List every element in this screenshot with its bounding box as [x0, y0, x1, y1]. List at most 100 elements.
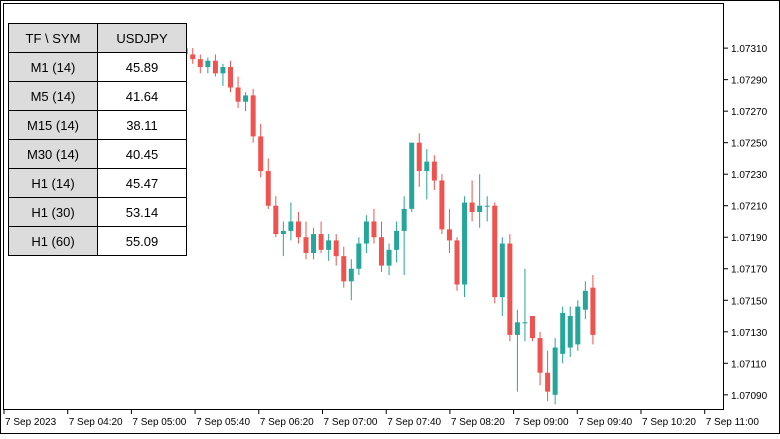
- candle-body: [371, 221, 377, 238]
- candle: [462, 196, 468, 298]
- candle-body: [265, 171, 271, 206]
- rsi-table-row: M15 (14) 38.11: [8, 110, 187, 140]
- candle-body: [446, 229, 452, 241]
- timeframe-cell: M15 (14): [8, 110, 98, 140]
- candle: [333, 234, 339, 266]
- candle: [499, 237, 505, 317]
- candle: [409, 142, 415, 213]
- candle-body: [409, 142, 415, 209]
- time-tick-label: 7 Sep 09:40: [578, 417, 632, 428]
- rsi-table: TF \ SYM USDJPY M1 (14) 45.89 M5 (14) 41…: [8, 23, 187, 256]
- candle: [205, 57, 211, 74]
- candle: [560, 306, 566, 364]
- rsi-table-row: H1 (60) 55.09: [8, 226, 187, 256]
- candle: [235, 76, 241, 109]
- candle: [552, 338, 558, 405]
- candle: [197, 54, 203, 74]
- candle: [431, 155, 437, 190]
- price-tick-label: 1.07210: [731, 202, 768, 213]
- time-axis: 7 Sep 2023 7 Sep 04:20 7 Sep 05:00 7 Sep 05…: [3, 409, 759, 428]
- candle-body: [575, 306, 581, 345]
- candle: [575, 300, 581, 351]
- candle-body: [318, 234, 324, 250]
- candle-body: [356, 243, 362, 269]
- candle: [341, 246, 347, 288]
- rsi-table-row: H1 (30) 53.14: [8, 197, 187, 227]
- time-tick-label: 7 Sep 2023: [5, 417, 57, 428]
- candle-body: [439, 180, 445, 230]
- candle: [258, 123, 264, 178]
- candle: [379, 221, 384, 272]
- candle-body: [273, 205, 279, 235]
- timeframe-cell: M30 (14): [8, 139, 98, 169]
- rsi-table-row: M1 (14) 45.89: [8, 52, 187, 82]
- candle-body: [348, 268, 354, 282]
- rsi-value-cell: 45.47: [97, 168, 187, 198]
- time-tick-label: 7 Sep 05:40: [196, 417, 250, 428]
- candle-body: [220, 67, 226, 74]
- candle: [394, 221, 400, 263]
- price-axis: 1.07310 1.07290 1.07270 1.07250 1.07230 1.072…: [723, 44, 768, 402]
- candle-body: [582, 290, 588, 310]
- timeframe-cell: H1 (14): [8, 168, 98, 198]
- candle-body: [522, 322, 528, 324]
- rsi-table-header-row: TF \ SYM USDJPY: [8, 23, 187, 53]
- candle: [416, 133, 422, 187]
- candle: [530, 316, 535, 342]
- timeframe-cell: H1 (60): [8, 226, 98, 256]
- candle-body: [341, 256, 347, 282]
- candle: [454, 237, 460, 291]
- candle: [280, 221, 286, 257]
- candle: [537, 331, 543, 386]
- header-timeframe-cell: TF \ SYM: [8, 23, 98, 53]
- rsi-table-row: M30 (14) 40.45: [8, 139, 187, 169]
- candle-body: [280, 230, 286, 235]
- time-tick-label: 7 Sep 10:20: [642, 417, 696, 428]
- candle: [220, 63, 226, 86]
- candle: [469, 180, 475, 222]
- price-tick-label: 1.07230: [731, 170, 768, 181]
- time-tick-label: 7 Sep 06:20: [260, 417, 314, 428]
- candle-body: [205, 60, 211, 68]
- time-tick-label: 7 Sep 05:00: [132, 417, 186, 428]
- rsi-value-cell: 40.45: [97, 139, 187, 169]
- rsi-value-cell: 45.89: [97, 52, 187, 82]
- candle-body: [258, 136, 264, 172]
- price-tick-label: 1.07250: [731, 139, 768, 150]
- time-tick-label: 7 Sep 07:00: [324, 417, 378, 428]
- candle: [514, 309, 520, 392]
- price-tick-label: 1.07270: [731, 107, 768, 118]
- candle-body: [333, 240, 339, 257]
- candle-body: [311, 234, 317, 253]
- candle-body: [469, 202, 475, 213]
- candle: [492, 202, 498, 304]
- candle-body: [303, 237, 309, 253]
- candle-body: [492, 205, 498, 298]
- candle-body: [454, 240, 460, 285]
- price-tick-label: 1.07110: [731, 359, 767, 370]
- candle-body: [530, 316, 535, 339]
- time-tick-label: 7 Sep 04:20: [69, 417, 123, 428]
- price-tick-label: 1.07290: [731, 76, 768, 87]
- candle-body: [552, 347, 558, 395]
- candle-body: [326, 240, 332, 250]
- price-tick-label: 1.07130: [731, 328, 768, 339]
- price-tick-label: 1.07090: [731, 391, 768, 402]
- header-symbol-cell: USDJPY: [97, 23, 187, 53]
- candle: [303, 221, 309, 260]
- price-tick-label: 1.07310: [731, 44, 768, 55]
- candle-body: [190, 54, 196, 60]
- candle: [311, 227, 317, 260]
- candle: [295, 212, 301, 244]
- candle-body: [295, 221, 301, 238]
- candle: [567, 306, 573, 357]
- candle: [439, 174, 445, 235]
- time-tick-label: 7 Sep 09:00: [515, 417, 569, 428]
- candle-body: [537, 338, 543, 373]
- timeframe-cell: M5 (14): [8, 81, 98, 111]
- candle: [356, 237, 362, 276]
- rsi-value-cell: 53.14: [97, 197, 187, 227]
- candle-body: [431, 161, 437, 181]
- candle-body: [212, 60, 218, 74]
- candle: [386, 243, 392, 276]
